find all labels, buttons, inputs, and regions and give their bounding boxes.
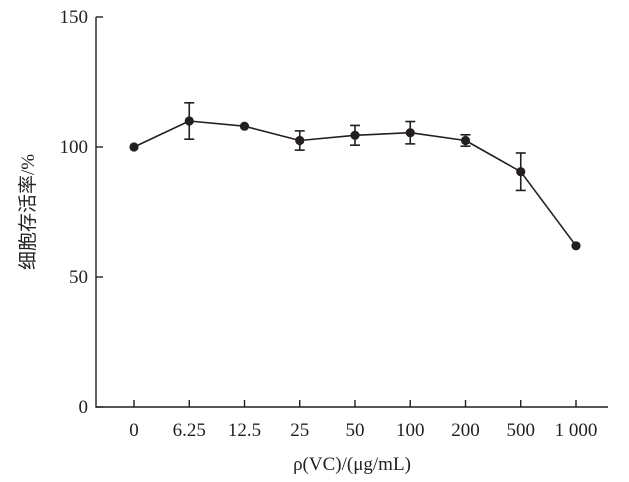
y-tick-label: 50 [69,267,88,288]
x-tick-label: 1 000 [555,420,598,441]
data-point [516,167,526,177]
series-line-segment [520,171,577,247]
axes [95,17,608,408]
data-point [239,121,250,131]
data-point [129,142,139,152]
y-tick-label: 0 [79,397,89,418]
data-point [350,130,360,140]
axis-frame [95,17,608,408]
series-line-segment [410,131,466,142]
series-line-segment [465,139,522,173]
x-tick-label: 200 [451,420,480,441]
x-tick-label: 500 [507,420,536,441]
y-tick-label: 100 [60,137,89,158]
x-tick-label: 6.25 [173,420,206,441]
data-point [184,116,194,126]
y-axis-ticks: 0 50 100 150 [60,7,103,418]
data-point [571,241,581,251]
x-tick-label: 100 [396,420,425,441]
series-lines [133,120,577,247]
data-points [129,116,581,251]
data-point [460,135,471,146]
x-tick-label: 0 [129,420,139,441]
series-line-segment [244,125,300,142]
series-line-segment [299,134,356,142]
x-axis-title: ρ(VC)/(μg/mL) [293,454,411,475]
x-tick-label: 25 [290,420,309,441]
x-tick-label: 50 [346,420,365,441]
y-axis-title: 细胞存活率/% [17,154,39,270]
x-axis-ticks: 0 6.25 12.5 25 50 100 200 500 1 000 [129,400,597,441]
x-tick-label: 12.5 [228,420,261,441]
error-bars [184,102,526,192]
data-point [295,135,305,146]
data-point [405,128,415,138]
series-line-segment [133,120,190,148]
series-line-segment [354,131,411,137]
y-tick-label: 150 [60,7,89,28]
series-line-segment [189,120,245,127]
